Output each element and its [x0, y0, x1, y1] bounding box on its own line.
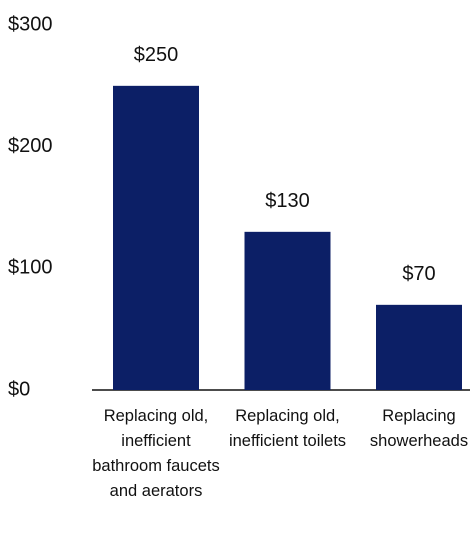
- y-tick-label: $200: [8, 135, 53, 157]
- bar: [113, 85, 199, 390]
- x-tick-label: Replacing old, inefficient bathroom fauc…: [92, 407, 220, 500]
- bar: [376, 304, 462, 390]
- x-tick-label: Replacing showerheads: [369, 407, 469, 450]
- value-label: $70: [402, 263, 435, 285]
- y-tick-label: $0: [8, 378, 30, 400]
- bar: [244, 231, 331, 390]
- value-label: $130: [265, 190, 310, 212]
- y-tick-label: $300: [8, 13, 53, 35]
- value-label: $250: [134, 44, 179, 66]
- y-tick-label: $100: [8, 257, 53, 279]
- x-tick-label: Replacing old, inefficient toilets: [228, 407, 347, 450]
